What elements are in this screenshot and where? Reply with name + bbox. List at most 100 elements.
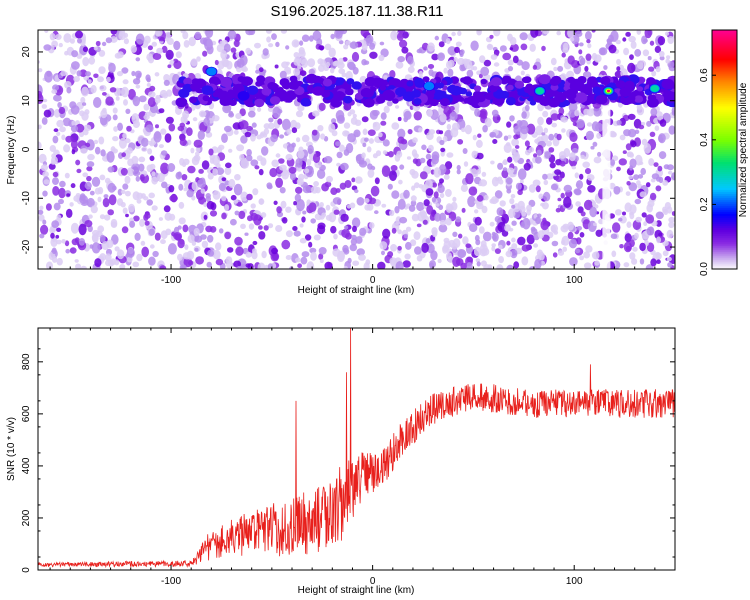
heatmap-speckle xyxy=(666,229,674,239)
heatmap-speckle xyxy=(244,131,252,138)
colorbar-band xyxy=(712,77,737,81)
colorbar-band xyxy=(712,231,737,234)
heatmap-speckle xyxy=(594,54,602,63)
heatmap-speckle xyxy=(523,162,531,171)
heatmap-speckle xyxy=(145,124,154,133)
heatmap-speckle xyxy=(554,169,562,176)
heatmap-speckle xyxy=(82,172,88,178)
heatmap-speckle xyxy=(154,232,161,241)
heatmap-speckle xyxy=(113,126,118,132)
colorbar-band xyxy=(712,97,737,101)
heatmap-speckle xyxy=(616,166,621,172)
heatmap-speckle xyxy=(349,41,359,49)
heatmap-speckle xyxy=(501,169,509,179)
heatmap-speckle xyxy=(567,221,574,231)
heatmap-band-cell xyxy=(392,98,399,104)
heatmap-band-cell xyxy=(241,76,253,87)
heatmap-speckle xyxy=(578,42,584,47)
heatmap-band-cell xyxy=(578,77,587,84)
heatmap-speckle xyxy=(280,30,287,34)
heatmap-speckle xyxy=(195,147,201,153)
heatmap-speckle xyxy=(194,73,202,80)
heatmap-speckle xyxy=(194,235,203,243)
colorbar-band xyxy=(712,53,737,57)
heatmap-speckle xyxy=(104,177,111,184)
heatmap-band-cell xyxy=(465,91,473,97)
snr-series-line xyxy=(38,328,675,569)
heatmap-speckle xyxy=(502,52,512,61)
heatmap-speckle xyxy=(413,231,421,241)
heatmap-speckle xyxy=(446,152,454,158)
heatmap-speckle xyxy=(301,134,310,143)
heatmap-speckle xyxy=(58,42,63,48)
heatmap-speckle xyxy=(519,179,524,185)
heatmap-speckle xyxy=(195,151,200,156)
heatmap-speckle xyxy=(414,246,422,255)
heatmap-speckle xyxy=(585,130,595,141)
heatmap-speckle xyxy=(186,127,193,136)
heatmap-speckle xyxy=(240,104,245,108)
heatmap-speckle xyxy=(414,182,420,189)
heatmap-speckle xyxy=(389,170,397,182)
colorbar-band xyxy=(712,177,737,180)
heatmap-speckle xyxy=(338,250,345,261)
heatmap-speckle xyxy=(215,258,224,266)
heatmap-speckle xyxy=(299,237,307,244)
heatmap-speckle xyxy=(490,160,495,165)
heatmap-speckle xyxy=(494,190,503,199)
heatmap-speckle xyxy=(561,239,566,245)
heatmap-speckle xyxy=(332,197,342,205)
heatmap-speckle xyxy=(70,139,78,149)
heatmap-speckle xyxy=(479,55,486,63)
heatmap-speckle xyxy=(112,136,119,142)
heatmap-speckle xyxy=(97,76,104,83)
heatmap-speckle xyxy=(248,223,255,230)
colorbar-band xyxy=(712,67,737,71)
heatmap-speckle xyxy=(339,182,347,190)
heatmap-speckle xyxy=(94,146,101,155)
heatmap-speckle xyxy=(268,43,274,48)
heatmap-speckle xyxy=(265,30,272,34)
heatmap-speckle xyxy=(434,35,439,41)
heatmap-speckle xyxy=(338,57,344,65)
heatmap-speckle xyxy=(148,256,156,266)
heatmap-speckle xyxy=(319,259,324,263)
heatmap-speckle xyxy=(55,234,60,239)
heatmap-speckle xyxy=(664,31,670,36)
heatmap-speckle xyxy=(452,122,460,131)
heatmap-speckle xyxy=(279,70,287,80)
heatmap-band-cell xyxy=(523,76,532,84)
heatmap-speckle xyxy=(501,230,509,237)
heatmap-band-cell xyxy=(473,85,482,92)
heatmap-speckle xyxy=(86,197,95,208)
heatmap-speckle xyxy=(149,244,155,249)
heatmap-band-cell xyxy=(414,79,426,88)
heatmap-speckle xyxy=(97,196,102,203)
heatmap-speckle xyxy=(454,46,460,54)
heatmap-speckle xyxy=(352,260,360,266)
heatmap-speckle xyxy=(256,155,263,162)
heatmap-speckle xyxy=(258,67,264,73)
heatmap-speckle xyxy=(650,107,658,117)
heatmap-speckle xyxy=(550,225,556,233)
heatmap-speckle xyxy=(210,202,217,211)
heatmap-speckle xyxy=(121,152,126,158)
heatmap-speckle xyxy=(87,153,95,161)
heatmap-speckle xyxy=(43,109,52,118)
heatmap-speckle xyxy=(419,157,426,164)
heatmap-x-tick-label: 100 xyxy=(566,275,583,286)
heatmap-speckle xyxy=(654,45,662,54)
colorbar-band xyxy=(712,57,737,61)
heatmap-speckle xyxy=(228,112,235,118)
heatmap-speckle xyxy=(542,173,548,180)
heatmap-speckle xyxy=(39,233,45,239)
colorbar-band xyxy=(712,197,737,200)
heatmap-speckle xyxy=(336,162,341,167)
heatmap-speckle xyxy=(263,123,271,130)
heatmap-speckle xyxy=(144,212,151,219)
heatmap-speckle xyxy=(428,69,434,77)
heatmap-speckle xyxy=(101,41,107,47)
heatmap-speckle xyxy=(412,137,418,144)
heatmap-speckle xyxy=(445,189,452,197)
heatmap-band-cell xyxy=(367,78,375,85)
